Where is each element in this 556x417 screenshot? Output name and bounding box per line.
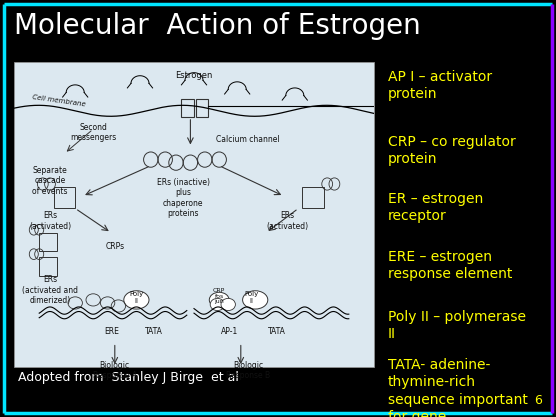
Text: Second
messengers: Second messengers <box>70 123 116 142</box>
Text: Biologic
Response A: Biologic Response A <box>93 361 137 380</box>
Bar <box>39 233 57 251</box>
Bar <box>14 62 374 367</box>
Ellipse shape <box>209 292 229 307</box>
Text: CRP
fos
jun: CRP fos jun <box>213 288 225 304</box>
Text: CRPs: CRPs <box>105 242 125 251</box>
Bar <box>39 257 57 276</box>
Ellipse shape <box>242 291 268 309</box>
Text: Biologic
Response B: Biologic Response B <box>226 361 270 380</box>
Text: ERE: ERE <box>104 327 118 337</box>
Text: TATA: TATA <box>268 327 286 337</box>
Text: Separate
cascade
of events: Separate cascade of events <box>32 166 68 196</box>
Text: ERs
(activated): ERs (activated) <box>266 211 309 231</box>
Text: Poly
II: Poly II <box>130 291 143 304</box>
Text: ER – estrogen
receptor: ER – estrogen receptor <box>388 192 483 223</box>
Text: Adopted from  Stanley J Birge  et al: Adopted from Stanley J Birge et al <box>18 371 239 384</box>
Text: CRP – co regulator
protein: CRP – co regulator protein <box>388 135 516 166</box>
Text: AP-1: AP-1 <box>221 327 239 337</box>
Text: ERE – estrogen
response element: ERE – estrogen response element <box>388 250 513 281</box>
Bar <box>302 187 324 208</box>
Bar <box>196 98 208 117</box>
Text: Cell membrane: Cell membrane <box>32 94 86 108</box>
Text: TATA- adenine-
thymine-rich
sequence important
for gene
transcription: TATA- adenine- thymine-rich sequence imp… <box>388 358 528 417</box>
Bar <box>181 98 194 117</box>
Text: Poly
II: Poly II <box>245 291 259 304</box>
Text: ERs (inactive)
plus
chaperone
proteins: ERs (inactive) plus chaperone proteins <box>157 178 210 218</box>
Text: Molecular  Action of Estrogen: Molecular Action of Estrogen <box>14 12 421 40</box>
Text: TATA: TATA <box>146 327 163 337</box>
Text: 6: 6 <box>534 394 542 407</box>
Ellipse shape <box>210 299 225 311</box>
Text: Calcium channel: Calcium channel <box>216 135 280 144</box>
Text: Poly II – polymerase
II: Poly II – polymerase II <box>388 310 526 341</box>
Ellipse shape <box>124 291 149 309</box>
Bar <box>53 187 75 208</box>
Text: Estrogen: Estrogen <box>175 71 213 80</box>
Text: ERs
(activated): ERs (activated) <box>29 211 71 231</box>
Text: ERs
(activated and
dimerized): ERs (activated and dimerized) <box>22 276 78 305</box>
Ellipse shape <box>221 299 235 311</box>
Text: AP I – activator
protein: AP I – activator protein <box>388 70 492 101</box>
